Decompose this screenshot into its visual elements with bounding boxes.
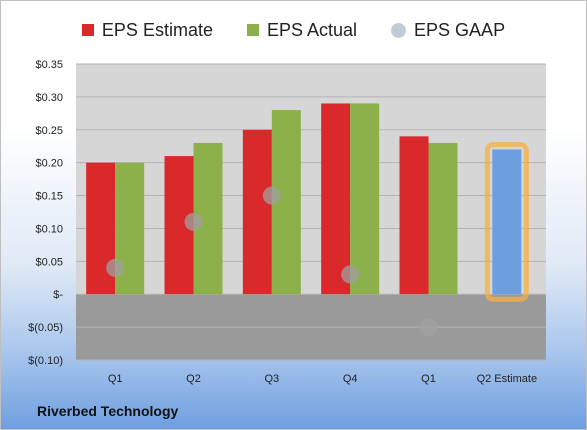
x-tick-label: Q3 [264, 373, 279, 385]
y-tick-label: $0.30 [35, 92, 63, 104]
y-tick-label: $0.05 [35, 256, 63, 268]
y-tick-label: $0.10 [35, 223, 63, 235]
legend-swatch-eps-actual [246, 24, 259, 36]
dot-eps-gaap [341, 265, 360, 284]
legend-label-eps-actual: EPS Actual [266, 19, 358, 40]
legend-swatch-eps-estimate [81, 24, 94, 36]
y-tick-label: $(0.05) [28, 322, 63, 334]
y-tick-label: $- [53, 289, 63, 301]
dot-eps-gaap [419, 318, 438, 337]
legend-item-eps-actual: EPS Actual [246, 19, 358, 41]
x-tick-label: Q2 [186, 373, 201, 385]
y-tick-label: $0.35 [35, 59, 63, 71]
legend: EPS Estimate EPS Actual EPS GAAP [1, 15, 586, 45]
dot-eps-gaap [262, 186, 281, 205]
bar-eps-actual [428, 142, 458, 295]
y-tick-label: $0.15 [35, 191, 63, 203]
bar-eps-forecast [492, 149, 522, 295]
x-tick-label: Q1 [421, 373, 436, 385]
legend-label-eps-estimate: EPS Estimate [101, 19, 213, 40]
legend-item-eps-estimate: EPS Estimate [81, 19, 213, 41]
bar-eps-estimate [399, 136, 429, 295]
dot-eps-gaap [106, 258, 125, 277]
y-tick-label: $0.20 [35, 158, 63, 170]
dot-eps-gaap [184, 212, 203, 231]
plot-area-upper [76, 64, 546, 295]
y-tick-label: $(0.10) [28, 355, 63, 367]
bar-eps-actual [350, 103, 380, 295]
legend-label-eps-gaap: EPS GAAP [414, 19, 506, 40]
legend-swatch-eps-gaap [391, 22, 407, 38]
bar-eps-estimate [321, 103, 351, 295]
company-name: Riverbed Technology [37, 403, 179, 419]
x-tick-label: Q1 [108, 373, 123, 385]
y-tick-label: $0.25 [35, 125, 63, 137]
x-tick-label: Q2 Estimate [477, 373, 538, 385]
x-tick-label: Q4 [343, 373, 358, 385]
bar-eps-estimate [242, 129, 272, 295]
forecast-highlight [484, 142, 529, 302]
legend-item-eps-gaap: EPS GAAP [391, 20, 505, 41]
